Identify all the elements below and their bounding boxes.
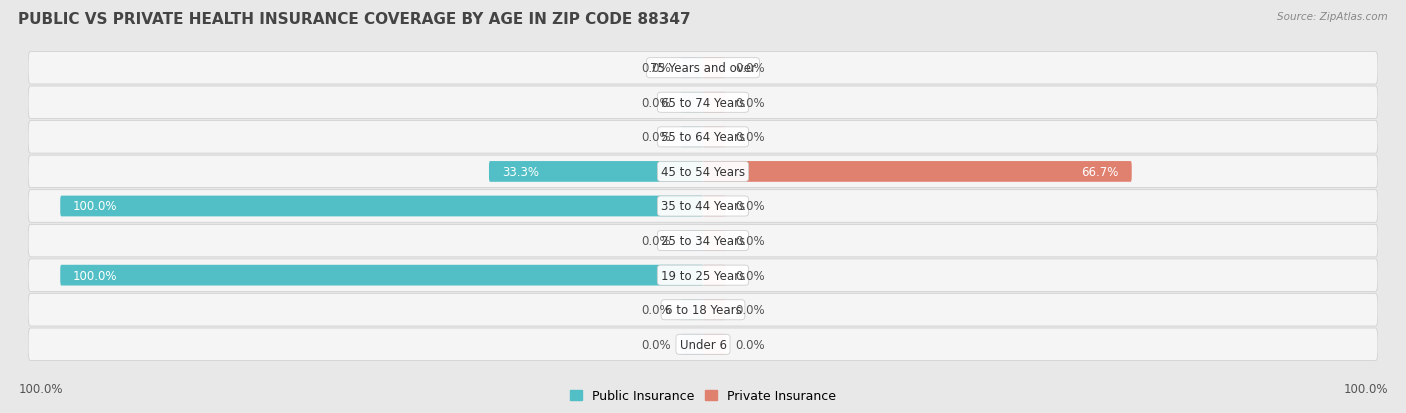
Text: 33.3%: 33.3%	[502, 166, 538, 178]
FancyBboxPatch shape	[28, 294, 1378, 326]
Text: 0.0%: 0.0%	[641, 131, 671, 144]
Text: 25 to 34 Years: 25 to 34 Years	[661, 235, 745, 247]
FancyBboxPatch shape	[28, 87, 1378, 119]
FancyBboxPatch shape	[703, 334, 725, 355]
FancyBboxPatch shape	[60, 196, 703, 217]
FancyBboxPatch shape	[703, 93, 725, 114]
Text: Source: ZipAtlas.com: Source: ZipAtlas.com	[1277, 12, 1388, 22]
FancyBboxPatch shape	[703, 161, 1132, 183]
Text: 6 to 18 Years: 6 to 18 Years	[665, 304, 741, 316]
FancyBboxPatch shape	[703, 127, 725, 148]
FancyBboxPatch shape	[681, 93, 703, 114]
Text: 55 to 64 Years: 55 to 64 Years	[661, 131, 745, 144]
Text: 75 Years and over: 75 Years and over	[650, 62, 756, 75]
Text: 0.0%: 0.0%	[735, 235, 765, 247]
Text: 0.0%: 0.0%	[735, 97, 765, 109]
Text: 100.0%: 100.0%	[73, 200, 118, 213]
Text: 0.0%: 0.0%	[641, 62, 671, 75]
FancyBboxPatch shape	[28, 225, 1378, 257]
Text: 35 to 44 Years: 35 to 44 Years	[661, 200, 745, 213]
Text: Under 6: Under 6	[679, 338, 727, 351]
Text: 65 to 74 Years: 65 to 74 Years	[661, 97, 745, 109]
Text: 0.0%: 0.0%	[735, 200, 765, 213]
FancyBboxPatch shape	[703, 230, 725, 252]
Text: 0.0%: 0.0%	[735, 269, 765, 282]
FancyBboxPatch shape	[681, 299, 703, 320]
Text: 0.0%: 0.0%	[641, 235, 671, 247]
FancyBboxPatch shape	[28, 190, 1378, 223]
Text: 0.0%: 0.0%	[735, 131, 765, 144]
FancyBboxPatch shape	[28, 328, 1378, 361]
FancyBboxPatch shape	[681, 127, 703, 148]
Legend: Public Insurance, Private Insurance: Public Insurance, Private Insurance	[565, 385, 841, 408]
FancyBboxPatch shape	[28, 52, 1378, 85]
FancyBboxPatch shape	[703, 58, 725, 79]
FancyBboxPatch shape	[681, 58, 703, 79]
Text: 100.0%: 100.0%	[73, 269, 118, 282]
Text: 0.0%: 0.0%	[735, 338, 765, 351]
FancyBboxPatch shape	[28, 259, 1378, 292]
Text: 66.7%: 66.7%	[1081, 166, 1119, 178]
FancyBboxPatch shape	[703, 299, 725, 320]
FancyBboxPatch shape	[681, 230, 703, 252]
Text: 0.0%: 0.0%	[641, 304, 671, 316]
FancyBboxPatch shape	[60, 265, 703, 286]
Text: 0.0%: 0.0%	[641, 97, 671, 109]
Text: 45 to 54 Years: 45 to 54 Years	[661, 166, 745, 178]
FancyBboxPatch shape	[703, 196, 725, 217]
FancyBboxPatch shape	[28, 121, 1378, 154]
Text: 0.0%: 0.0%	[641, 338, 671, 351]
FancyBboxPatch shape	[681, 334, 703, 355]
FancyBboxPatch shape	[703, 265, 725, 286]
Text: PUBLIC VS PRIVATE HEALTH INSURANCE COVERAGE BY AGE IN ZIP CODE 88347: PUBLIC VS PRIVATE HEALTH INSURANCE COVER…	[18, 12, 690, 27]
Text: 0.0%: 0.0%	[735, 304, 765, 316]
Text: 100.0%: 100.0%	[1343, 382, 1388, 395]
Text: 0.0%: 0.0%	[735, 62, 765, 75]
Text: 100.0%: 100.0%	[18, 382, 63, 395]
FancyBboxPatch shape	[489, 161, 703, 183]
Text: 19 to 25 Years: 19 to 25 Years	[661, 269, 745, 282]
FancyBboxPatch shape	[28, 156, 1378, 188]
